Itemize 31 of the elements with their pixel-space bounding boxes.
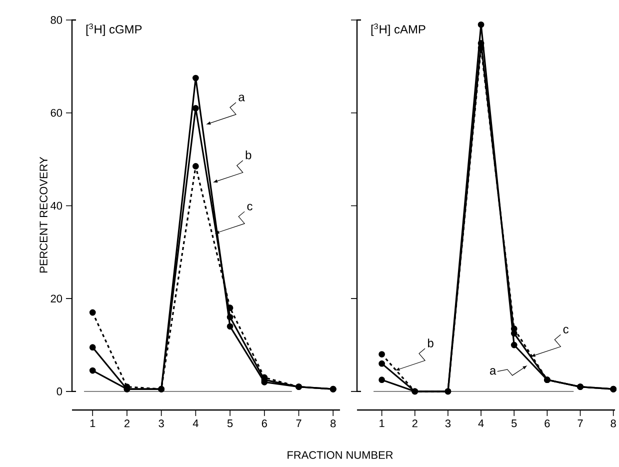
annotation: c [247, 204, 252, 210]
x-tick-label: 1 [90, 420, 96, 428]
x-tick-label: 3 [158, 420, 164, 428]
x-tick-label: 5 [512, 420, 517, 428]
annotation: a [490, 368, 496, 375]
y-tick-label: 80 [50, 16, 62, 24]
x-tick-label: 8 [330, 420, 336, 428]
x-tick-label: 6 [544, 420, 550, 428]
x-tick-label: 4 [478, 420, 484, 428]
x-tick-label: 7 [296, 420, 302, 428]
x-tick-label: 7 [578, 420, 583, 428]
chart-title: [$^{3}$H] cAMP [371, 24, 426, 36]
x-tick-label: 8 [610, 420, 616, 428]
x-tick-label: 1 [380, 420, 384, 428]
y-tick-label: 20 [50, 294, 62, 302]
x-tick-label: 4 [192, 420, 198, 428]
chart-title: [$^{3}$H] cGMP [86, 24, 142, 36]
y-tick-label: 0 [56, 388, 62, 396]
x-tick-label: 5 [227, 420, 233, 428]
x-tick-label: 6 [262, 420, 267, 428]
annotation: b [428, 338, 434, 348]
annotation: c [563, 326, 569, 334]
annotation: b [246, 150, 252, 160]
x-tick-label: 2 [124, 420, 130, 428]
y-axis-title: PERCENT RECOVERY [40, 156, 48, 272]
x-tick-label: 2 [412, 420, 418, 428]
x-axis-title: FRACTION NUMBER [288, 451, 393, 459]
x-tick-label: 3 [445, 420, 451, 428]
y-tick-label: 40 [50, 202, 62, 210]
annotation: a [238, 94, 245, 102]
y-tick-label: 60 [50, 108, 62, 117]
